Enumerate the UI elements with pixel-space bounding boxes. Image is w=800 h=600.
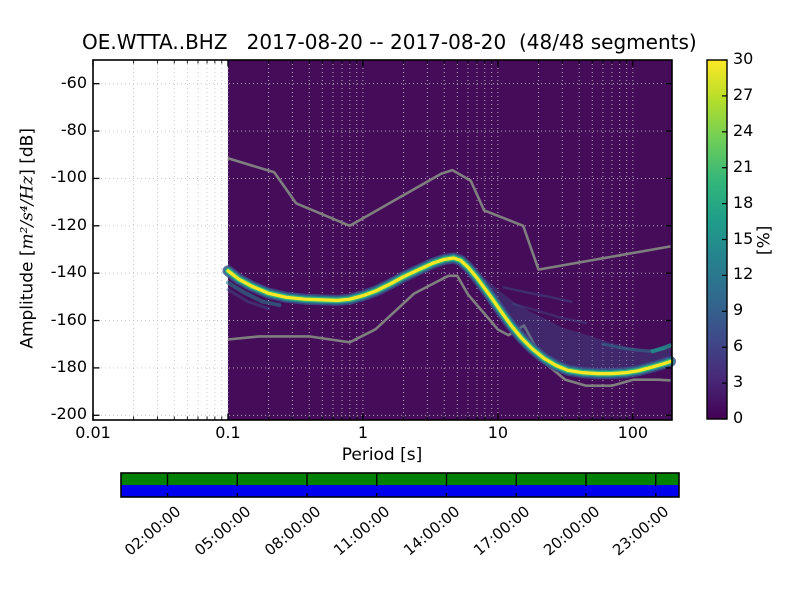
colorbar-tick-label: 3 [733, 372, 744, 392]
coverage-bar-bottom [121, 485, 679, 497]
colorbar-tick-label: 21 [733, 156, 754, 176]
colorbar-tick-label: 24 [733, 120, 754, 140]
colorbar-tick-label: 0 [733, 408, 744, 427]
colorbar-tick-label: 30 [733, 49, 754, 68]
colorbar-tick-label: 6 [733, 336, 744, 356]
colorbar-tick-label: 27 [733, 84, 754, 104]
distribution-streak [650, 343, 673, 354]
x-axis-label: Period [s] [341, 445, 423, 465]
x-tick-label: 10 [487, 423, 509, 442]
noise-model-low-line [227, 274, 671, 388]
y-tick-label: -120 [50, 214, 87, 234]
noise-model-high-line [227, 157, 671, 271]
distribution-streak [502, 286, 573, 303]
y-tick-label: -180 [50, 356, 87, 376]
y-tick-label: -100 [50, 167, 87, 187]
chart-title: OE.WTTA..BHZ 2017-08-20 -- 2017-08-20 (4… [82, 30, 697, 54]
x-tick-label: 0.01 [75, 423, 111, 442]
psd-mode-curve [226, 256, 673, 376]
y-tick-label: -60 [60, 72, 87, 92]
colorbar-tick-label: 12 [733, 264, 754, 284]
x-tick-label: 1 [357, 423, 369, 442]
distribution-streak [226, 280, 282, 308]
y-tick-label: -200 [50, 404, 87, 424]
y-tick-label: -80 [60, 120, 87, 140]
y-tick-label: -160 [50, 309, 87, 329]
x-tick-label: 100 [617, 423, 649, 442]
distribution-streak [512, 302, 588, 325]
grid [93, 60, 672, 420]
y-tick-label: -140 [50, 262, 87, 282]
coverage-bar-top [121, 473, 679, 485]
plot-border [92, 59, 673, 421]
coverage-bar-border [120, 472, 680, 498]
colorbar-tick-label: 9 [733, 300, 744, 320]
colorbar-tick-label: 15 [733, 228, 754, 248]
x-tick-label: 0.1 [215, 423, 241, 442]
histogram-background [227, 60, 673, 420]
colorbar-tick-label: 18 [733, 192, 754, 212]
distribution-streak [226, 288, 271, 311]
